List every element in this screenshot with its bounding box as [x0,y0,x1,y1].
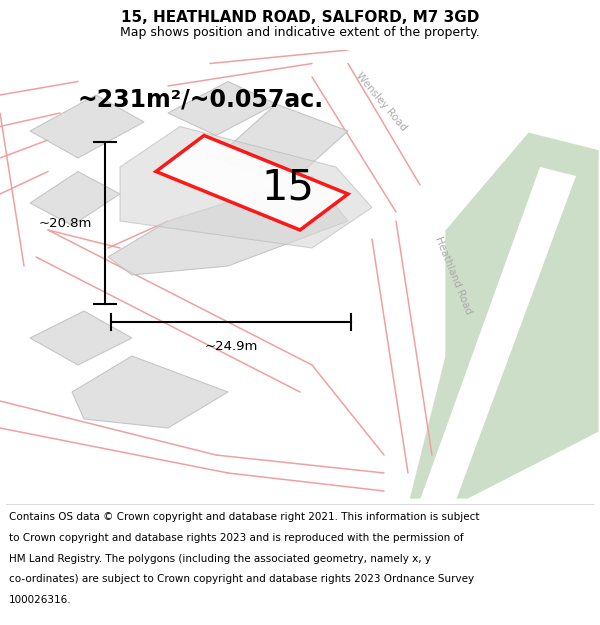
Polygon shape [30,95,144,158]
Polygon shape [408,131,600,500]
Text: to Crown copyright and database rights 2023 and is reproduced with the permissio: to Crown copyright and database rights 2… [9,533,464,543]
Text: 15, HEATHLAND ROAD, SALFORD, M7 3GD: 15, HEATHLAND ROAD, SALFORD, M7 3GD [121,10,479,25]
Polygon shape [108,176,348,275]
Text: 100026316.: 100026316. [9,595,71,605]
Polygon shape [168,81,276,136]
Polygon shape [420,167,576,500]
Text: Map shows position and indicative extent of the property.: Map shows position and indicative extent… [120,26,480,39]
Polygon shape [156,136,348,230]
Text: co-ordinates) are subject to Crown copyright and database rights 2023 Ordnance S: co-ordinates) are subject to Crown copyr… [9,574,474,584]
Polygon shape [216,104,348,185]
Text: HM Land Registry. The polygons (including the associated geometry, namely x, y: HM Land Registry. The polygons (includin… [9,554,431,564]
Text: Contains OS data © Crown copyright and database right 2021. This information is : Contains OS data © Crown copyright and d… [9,512,479,522]
Polygon shape [72,356,228,428]
Polygon shape [30,311,132,365]
Polygon shape [30,171,120,226]
Text: 15: 15 [262,166,314,208]
Polygon shape [120,126,372,248]
Text: ~231m²/~0.057ac.: ~231m²/~0.057ac. [78,88,324,111]
Text: Wensley Road: Wensley Road [354,71,408,133]
Text: ~24.9m: ~24.9m [205,340,257,353]
Text: Heathland Road: Heathland Road [433,234,473,316]
Text: ~20.8m: ~20.8m [38,217,92,230]
